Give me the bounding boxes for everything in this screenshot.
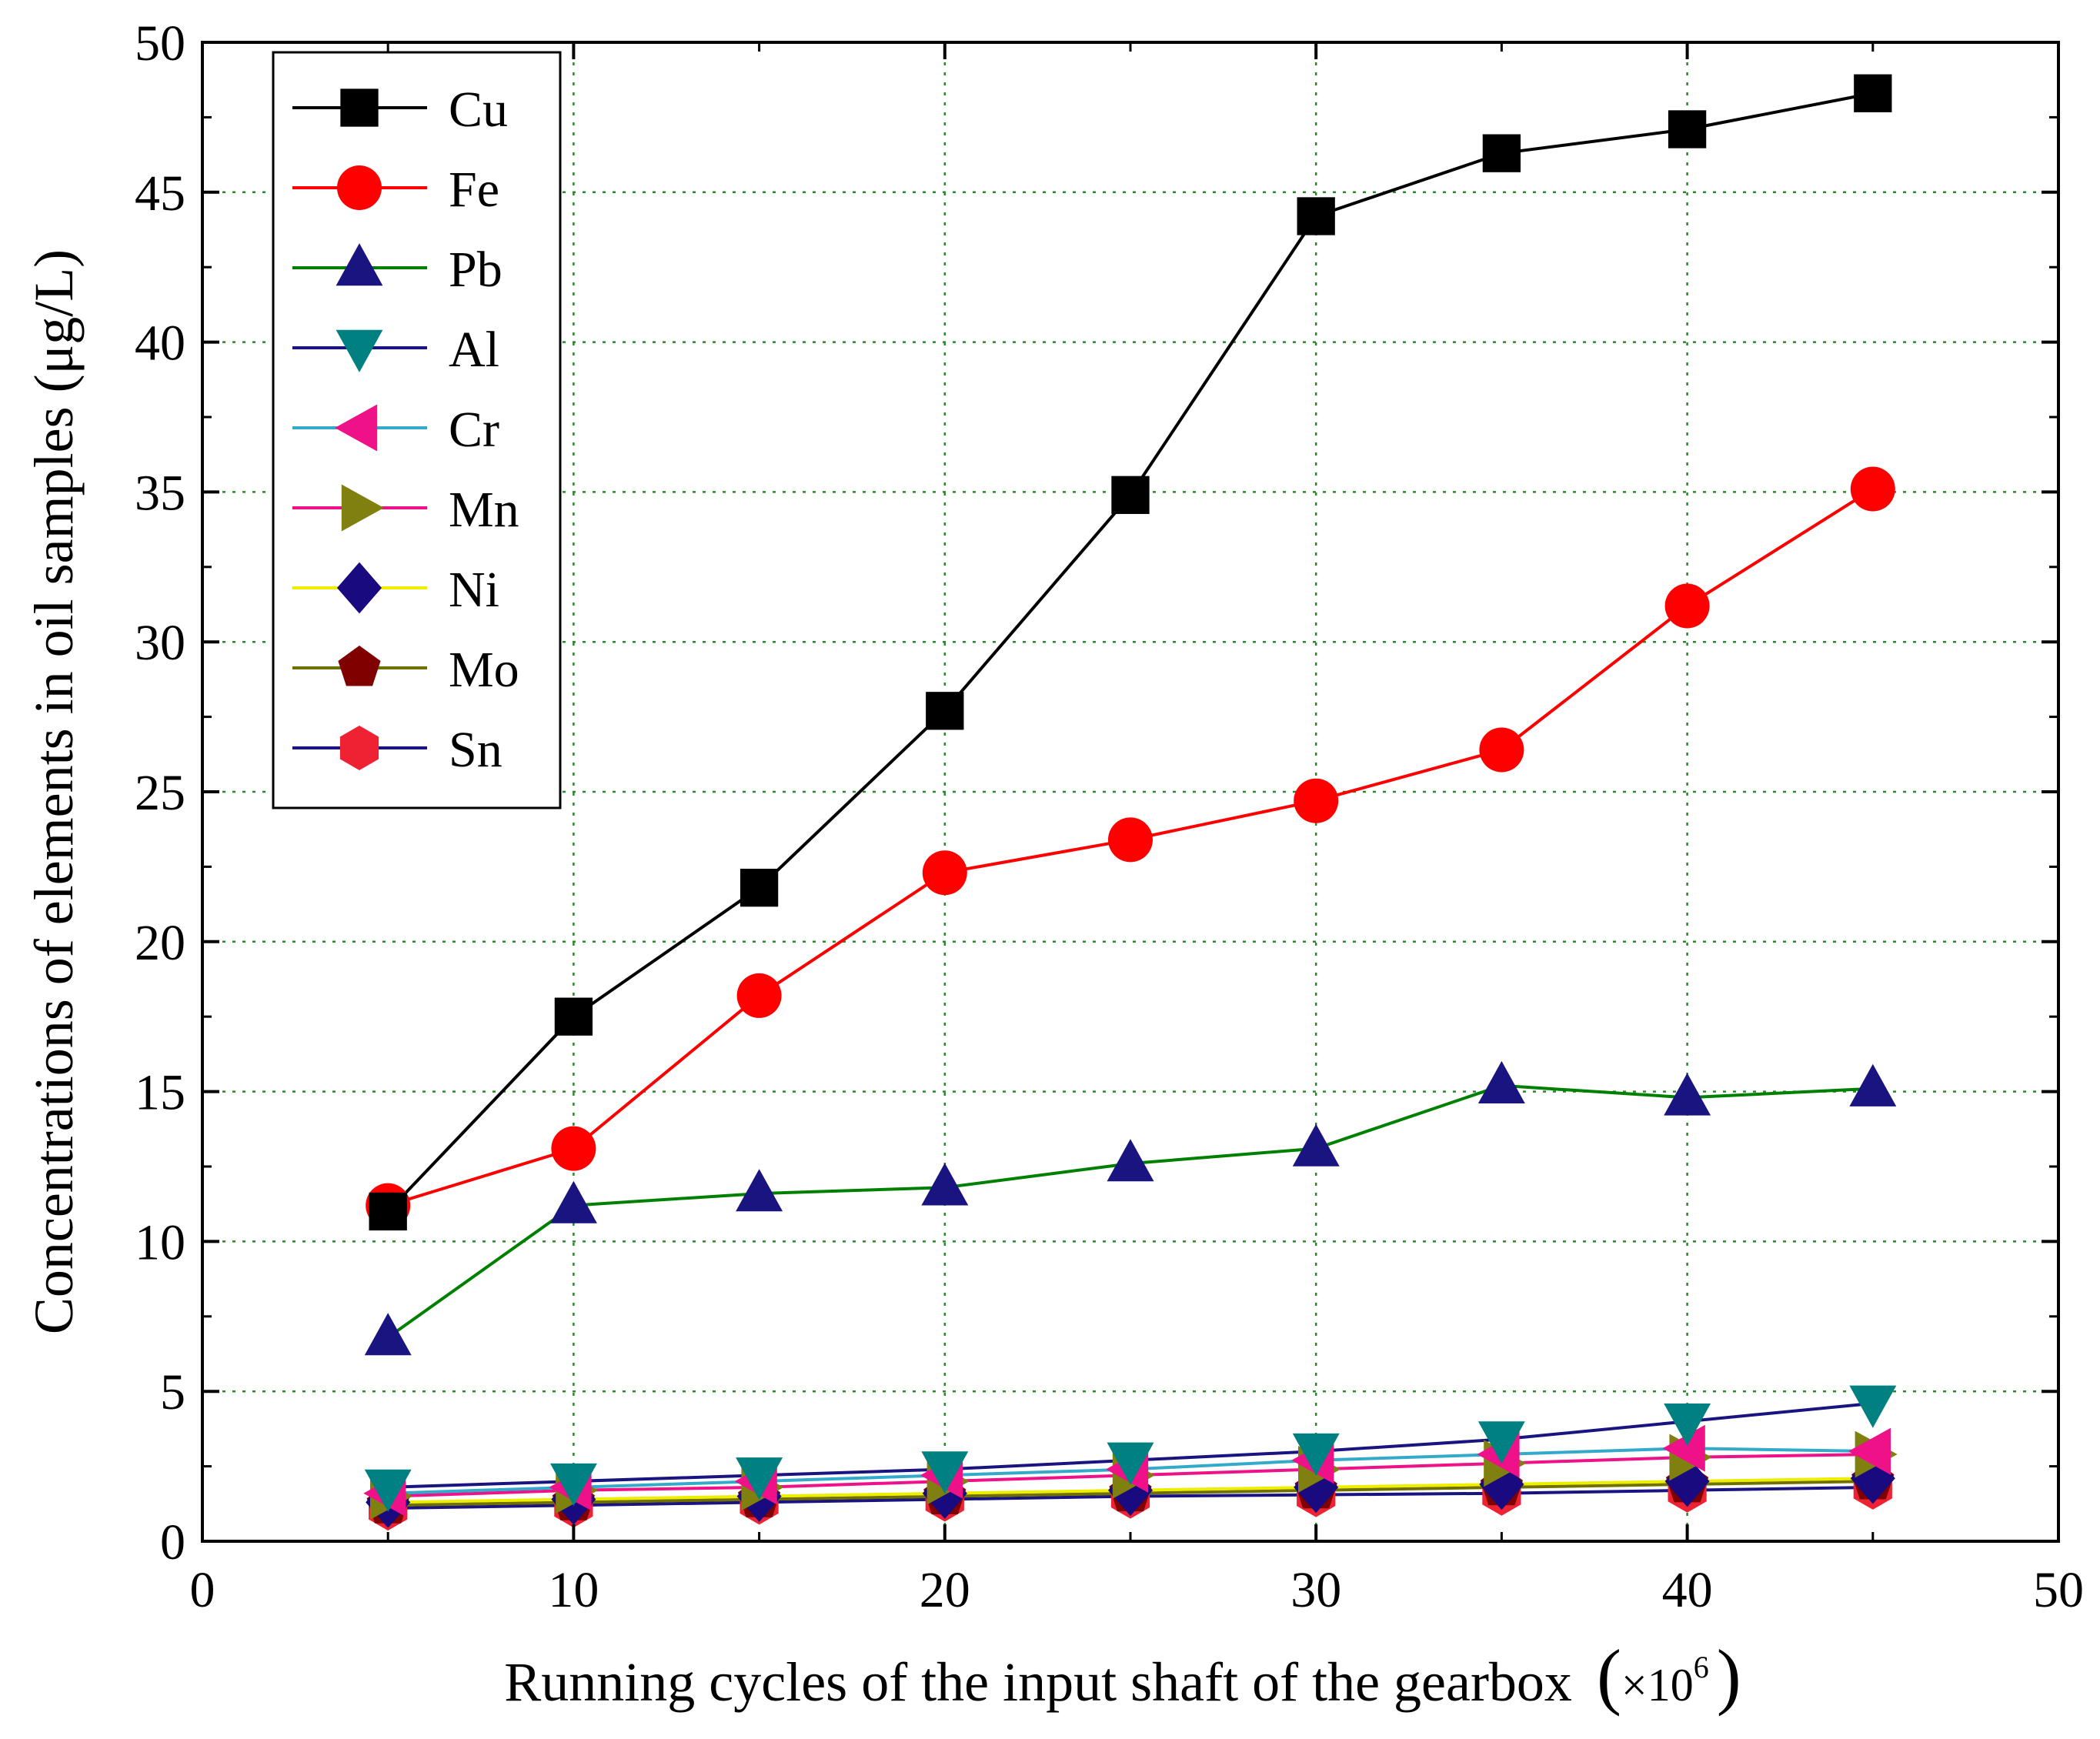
y-tick-label-25: 25 [135, 765, 185, 821]
data-point-pb-20 [921, 1163, 969, 1206]
y-tick-label-0: 0 [160, 1514, 185, 1570]
data-point-al-10 [550, 1463, 597, 1506]
legend-marker-mn [341, 484, 384, 532]
legend-label-ni: Ni [449, 562, 499, 618]
legend-label-mo: Mo [449, 642, 519, 698]
legend-marker-ni [337, 562, 382, 614]
data-point-fe-25 [1108, 817, 1153, 863]
data-point-cu-5 [369, 1192, 407, 1231]
data-point-al-15 [736, 1457, 783, 1500]
series-markers [363, 74, 1898, 1531]
legend-label-al: Al [449, 322, 499, 378]
data-point-ni-30 [1294, 1461, 1339, 1514]
x-axis-unit-prefix: ×10 [1621, 1660, 1694, 1711]
legend-label-cu: Cu [449, 82, 508, 138]
legend-label-fe: Fe [449, 162, 499, 218]
data-point-cu-30 [1297, 197, 1335, 235]
x-tick-label-10: 10 [548, 1562, 599, 1618]
x-axis-unit-close: ) [1717, 1634, 1741, 1717]
x-axis-unit-exponent: 6 [1694, 1650, 1709, 1684]
y-axis-title: Concentrations of elements in oil sample… [23, 249, 85, 1334]
x-tick-label-20: 20 [920, 1562, 970, 1618]
axis-ticks [201, 41, 2060, 1543]
x-tick-label-50: 50 [2033, 1562, 2084, 1618]
data-point-fe-10 [551, 1126, 596, 1171]
legend-marker-fe [337, 165, 382, 210]
legend-label-mn: Mn [449, 482, 519, 538]
y-tick-label-15: 15 [135, 1065, 185, 1121]
data-point-pb-25 [1107, 1139, 1154, 1182]
x-tick-label-40: 40 [1662, 1562, 1713, 1618]
legend-marker-cu [340, 88, 379, 127]
data-point-al-25 [1107, 1442, 1154, 1485]
legend-label-sn: Sn [449, 722, 502, 778]
legend-marker-mo [338, 646, 381, 686]
legend-marker-al [336, 329, 383, 372]
data-point-cu-45 [1854, 74, 1892, 112]
data-point-al-20 [921, 1451, 969, 1494]
data-point-al-35 [1477, 1421, 1525, 1464]
y-tick-label-10: 10 [135, 1214, 185, 1270]
tick-labels: 0 5 10 15 20 25 30 35 40 45 50 0 10 20 30 40 50 [135, 15, 2084, 1618]
legend-label-pb: Pb [449, 242, 502, 298]
data-point-ni-40 [1664, 1455, 1710, 1507]
data-point-fe-20 [922, 850, 967, 896]
data-point-ni-45 [1850, 1452, 1895, 1504]
data-point-al-5 [364, 1469, 412, 1512]
data-point-pb-30 [1292, 1123, 1340, 1167]
y-tick-label-40: 40 [135, 315, 185, 372]
data-point-cu-20 [926, 692, 964, 730]
y-tick-label-35: 35 [135, 465, 185, 521]
x-axis-unit-open: ( [1597, 1634, 1621, 1717]
data-point-pb-45 [1849, 1063, 1897, 1106]
data-point-pb-15 [736, 1169, 783, 1212]
data-point-fe-40 [1664, 583, 1710, 629]
data-point-fe-35 [1479, 727, 1524, 773]
x-tick-label-0: 0 [190, 1562, 215, 1618]
data-point-cu-10 [554, 997, 593, 1036]
data-point-pb-5 [364, 1313, 412, 1356]
data-point-ni-35 [1479, 1458, 1524, 1510]
legend: Cu Fe Pb Al Cr Mn Ni Mo Sn [272, 51, 562, 809]
legend-marker-cr [335, 404, 378, 452]
y-tick-label-30: 30 [135, 615, 185, 671]
data-point-al-30 [1292, 1433, 1340, 1476]
data-point-pb-35 [1477, 1060, 1525, 1103]
data-point-fe-30 [1294, 778, 1339, 823]
data-point-fe-45 [1850, 466, 1895, 512]
legend-box [272, 51, 562, 809]
x-axis-title: Running cycles of the input shaft of the… [504, 1634, 1741, 1717]
legend-label-cr: Cr [449, 402, 499, 458]
data-point-cu-40 [1668, 110, 1707, 149]
data-point-cu-15 [740, 869, 779, 907]
data-point-cu-25 [1111, 476, 1150, 514]
data-point-cu-35 [1482, 134, 1521, 172]
x-axis-title-main: Running cycles of the input shaft of the… [504, 1651, 1572, 1713]
y-tick-label-45: 45 [135, 165, 185, 222]
legend-marker-sn [339, 726, 379, 770]
data-point-cr-45 [1848, 1427, 1891, 1475]
data-point-al-40 [1664, 1404, 1711, 1447]
x-tick-label-30: 30 [1290, 1562, 1341, 1618]
data-point-cr-40 [1662, 1424, 1705, 1472]
legend-marker-pb [336, 243, 383, 286]
data-point-fe-15 [736, 973, 782, 1018]
y-tick-label-20: 20 [135, 915, 185, 971]
data-point-ni-25 [1108, 1464, 1153, 1517]
data-point-al-45 [1849, 1385, 1897, 1428]
y-tick-label-50: 50 [135, 15, 185, 72]
y-tick-label-5: 5 [160, 1364, 185, 1420]
data-point-pb-10 [550, 1180, 597, 1223]
data-point-pb-40 [1664, 1073, 1711, 1116]
